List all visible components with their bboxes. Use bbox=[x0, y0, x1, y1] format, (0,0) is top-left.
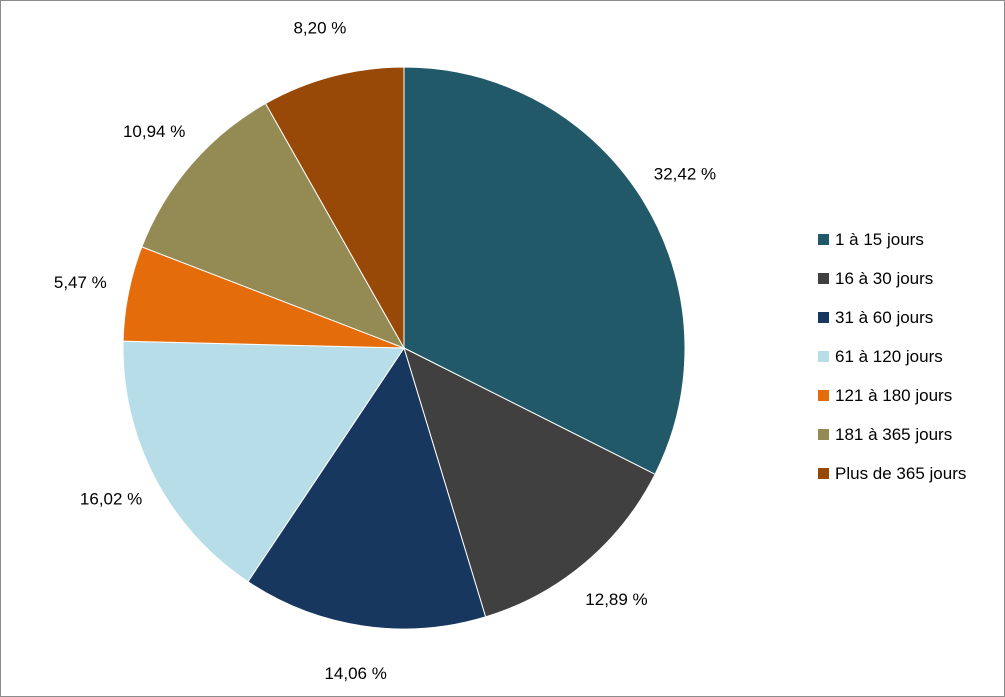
slice-data-label: 16,02 % bbox=[80, 490, 142, 509]
pie-slice bbox=[141, 102, 406, 349]
legend-swatch bbox=[818, 234, 829, 245]
legend-swatch bbox=[818, 273, 829, 284]
legend-item: Plus de 365 jours bbox=[818, 454, 966, 493]
legend-label: 121 à 180 jours bbox=[835, 385, 953, 405]
pie-slice bbox=[403, 347, 656, 618]
legend-swatch bbox=[818, 351, 829, 362]
slice-data-label: 32,42 % bbox=[654, 164, 716, 183]
pie-slice bbox=[403, 66, 686, 475]
legend-item: 1 à 15 jours bbox=[818, 220, 966, 259]
legend-item: 181 à 365 jours bbox=[818, 415, 966, 454]
legend-label: 31 à 60 jours bbox=[835, 307, 934, 327]
legend-item: 61 à 120 jours bbox=[818, 337, 966, 376]
legend-swatch bbox=[818, 312, 829, 323]
legend-label: 1 à 15 jours bbox=[835, 229, 924, 249]
legend-label: 16 à 30 jours bbox=[835, 268, 934, 288]
legend-item: 31 à 60 jours bbox=[818, 298, 966, 337]
legend-item: 121 à 180 jours bbox=[818, 376, 966, 415]
legend-label: 61 à 120 jours bbox=[835, 346, 943, 366]
slice-data-label: 14,06 % bbox=[324, 664, 386, 683]
slice-data-label: 12,89 % bbox=[585, 590, 647, 609]
legend: 1 à 15 jours 16 à 30 jours 31 à 60 jours 61… bbox=[818, 220, 966, 493]
slice-data-label: 5,47 % bbox=[54, 273, 107, 292]
legend-swatch bbox=[818, 390, 829, 401]
pie-slice bbox=[247, 346, 487, 630]
legend-swatch bbox=[818, 468, 829, 479]
legend-item: 16 à 30 jours bbox=[818, 259, 966, 298]
pie-slice bbox=[122, 340, 405, 583]
legend-swatch bbox=[818, 429, 829, 440]
legend-label: 181 à 365 jours bbox=[835, 424, 953, 444]
slice-data-label: 10,94 % bbox=[123, 122, 185, 141]
legend-label: Plus de 365 jours bbox=[835, 463, 967, 483]
slice-data-label: 8,20 % bbox=[293, 18, 346, 37]
pie-slice bbox=[264, 66, 405, 350]
